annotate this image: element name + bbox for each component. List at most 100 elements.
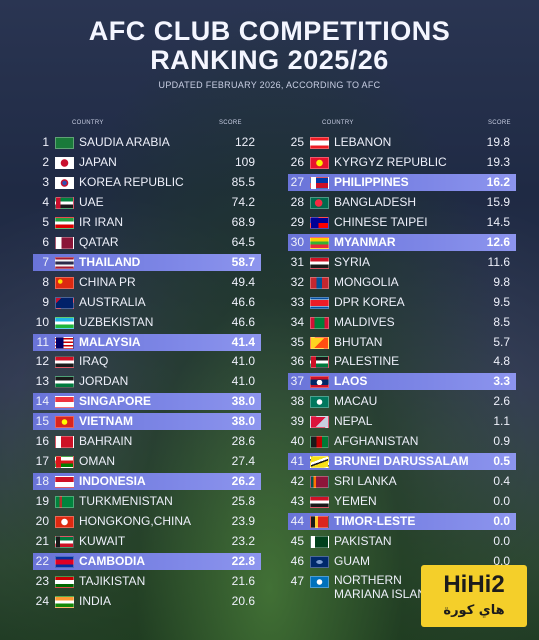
rank-number: 32 [290,274,304,289]
oman-flag-icon [55,456,74,469]
country-name: TURKMENISTAN [79,494,173,509]
table-row: 28 BANGLADESH 15.9 [288,194,516,211]
country-name: CHINA PR [79,274,136,289]
bangladesh-flag-icon [310,196,329,209]
table-row: 18 INDONESIA 26.2 [33,473,261,491]
rank-number: 2 [42,154,49,169]
rank-number: 24 [35,593,49,608]
rank-number: 35 [290,334,304,349]
country-name: PAKISTAN [334,534,392,548]
rank-number: 34 [290,314,304,329]
saudi-arabia-flag-icon [55,137,74,149]
rank-number: 38 [290,394,304,409]
table-row: 30 MYANMAR 12.6 [288,233,516,251]
country-score: 5.7 [493,334,510,349]
country-score: 41.4 [231,334,255,349]
kyrgyz-flag-icon [310,156,329,169]
country-name: PHILIPPINES [334,174,409,189]
rank-number: 19 [35,494,49,509]
country-score: 58.7 [231,254,255,269]
hongkong-flag-icon [55,516,74,529]
table-row: 41 BRUNEI DARUSSALAM 0.5 [288,453,516,471]
country-name: MALAYSIA [79,334,141,349]
country-score: 2.6 [493,394,510,409]
page-title-line1: AFC CLUB COMPETITIONS [88,16,451,46]
pakistan-flag-icon [310,536,329,548]
turkmenistan-flag-icon [55,496,74,509]
laos-flag-icon [310,376,329,389]
country-name: TAJIKISTAN [79,573,146,588]
rank-number: 45 [290,534,304,548]
table-row: 16 BAHRAIN 28.6 [33,433,261,450]
table-row: 19 TURKMENISTAN 25.8 [33,493,261,510]
table-row: 35 BHUTAN 5.7 [288,334,516,351]
country-name: AFGHANISTAN [334,434,419,449]
country-name: IRAQ [79,354,109,369]
table-row: 31 SYRIA 11.6 [288,254,516,271]
table-row: 2 JAPAN 109 [33,154,261,171]
table-row: 6 QATAR 64.5 [33,234,261,251]
country-score: 19.8 [486,135,510,149]
page-title-line2: RANKING 2025/26 [150,45,389,75]
country-score: 4.8 [493,354,510,369]
singapore-flag-icon [55,396,74,409]
table-row: 46 GUAM 0.0 [288,553,516,570]
country-name: KOREA REPUBLIC [79,174,184,189]
country-score: 25.8 [231,494,255,509]
rank-number: 7 [42,254,49,269]
bhutan-flag-icon [310,336,329,349]
rank-number: 33 [290,294,304,309]
country-name: TIMOR-LESTE [334,514,416,529]
table-row: 12 IRAQ 41.0 [33,353,261,370]
country-name: MALDIVES [334,314,395,329]
country-score: 0.5 [493,454,510,469]
table-row: 36 PALESTINE 4.8 [288,353,516,370]
country-name: QATAR [79,234,119,249]
table-row: 21 KUWAIT 23.2 [33,533,261,550]
country-score: 38.0 [231,394,255,409]
country-score: 0.0 [493,534,510,548]
table-row: 9 AUSTRALIA 46.6 [33,294,261,311]
rank-number: 16 [35,434,49,449]
table-row: 26 KYRGYZ REPUBLIC 19.3 [288,154,516,171]
right-score-header: SCORE [488,120,511,126]
right-country-header: COUNTRY [322,120,354,126]
rank-number: 31 [290,254,304,269]
country-name: YEMEN [334,494,377,509]
country-name: GUAM [334,553,370,568]
japan-flag-icon [55,156,74,169]
myanmar-flag-icon [310,236,329,249]
uae-flag-icon [55,196,74,209]
country-name: SINGAPORE [79,394,152,409]
rank-number: 17 [35,454,49,469]
country-name: NORTHERN MARIANA ISLANDS [334,572,443,601]
table-row: 34 MALDIVES 8.5 [288,314,516,331]
country-name: BRUNEI DARUSSALAM [334,454,469,469]
table-row: 29 CHINESE TAIPEI 14.5 [288,214,516,231]
country-score: 19.3 [486,154,510,169]
country-name: MYANMAR [334,234,396,249]
country-score: 23.2 [231,534,255,548]
country-score: 74.2 [231,194,255,209]
table-row: 20 HONGKONG,CHINA 23.9 [33,513,261,530]
country-name: INDIA [79,593,112,608]
dpr-korea-flag-icon [310,296,329,309]
country-score: 28.6 [231,434,255,449]
rank-number: 18 [35,474,49,489]
country-name: SYRIA [334,254,371,269]
country-name: INDONESIA [79,474,146,489]
rank-number: 26 [290,154,304,169]
country-score: 46.6 [231,314,255,329]
table-row: 1 SAUDIA ARABIA 122 [33,134,261,151]
maldives-flag-icon [310,316,329,329]
country-name: VIETNAM [79,414,133,429]
rank-number: 42 [290,474,304,489]
country-name: MONGOLIA [334,274,399,289]
table-row: 10 UZBEKISTAN 46.6 [33,314,261,331]
rank-number: 40 [290,434,304,449]
rank-number: 20 [35,514,49,529]
rank-number: 6 [42,234,49,249]
country-score: 122 [234,135,255,149]
country-name: IR IRAN [79,214,124,229]
rank-number: 5 [42,214,49,229]
